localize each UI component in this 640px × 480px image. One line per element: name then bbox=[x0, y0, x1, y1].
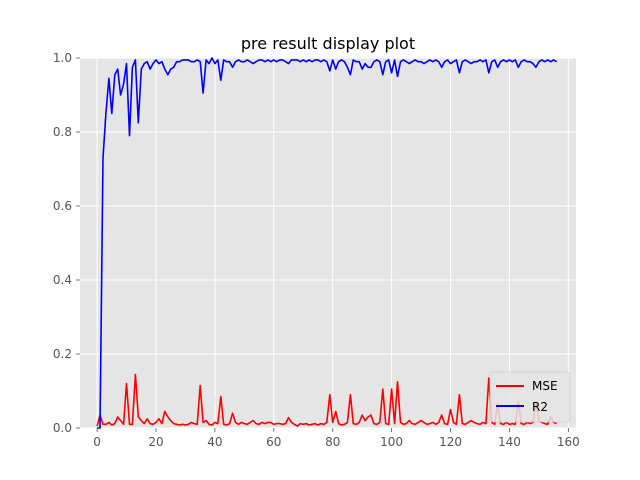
legend: MSE R2 bbox=[489, 371, 571, 423]
series-line-mse bbox=[96, 373, 557, 427]
x-tick-label: 160 bbox=[557, 435, 580, 449]
plot-area bbox=[80, 58, 576, 428]
y-axis-ticks: 0.0 0.2 0.4 0.6 0.8 1.0 bbox=[53, 51, 80, 435]
y-tick-label: 0.8 bbox=[53, 125, 72, 139]
x-tick-label: 100 bbox=[380, 435, 403, 449]
series-layer bbox=[96, 57, 558, 429]
x-tick-label: 20 bbox=[148, 435, 163, 449]
x-axis-ticks: 0 20 40 60 80 100 120 140 160 bbox=[93, 428, 580, 449]
legend-label-r2: R2 bbox=[532, 400, 548, 414]
y-tick-label: 1.0 bbox=[53, 51, 72, 65]
x-tick-label: 80 bbox=[325, 435, 340, 449]
y-tick-label: 0.6 bbox=[53, 199, 72, 213]
x-tick-label: 60 bbox=[266, 435, 281, 449]
grid-lines bbox=[80, 57, 576, 429]
series-line-r2 bbox=[97, 57, 558, 429]
x-tick-label: 120 bbox=[439, 435, 462, 449]
x-tick-label: 140 bbox=[498, 435, 521, 449]
chart-title: pre result display plot bbox=[241, 34, 415, 53]
x-tick-label: 0 bbox=[93, 435, 101, 449]
legend-box bbox=[489, 371, 571, 423]
y-tick-label: 0.4 bbox=[53, 273, 72, 287]
x-tick-label: 40 bbox=[207, 435, 222, 449]
legend-label-mse: MSE bbox=[532, 379, 558, 393]
y-tick-label: 0.2 bbox=[53, 347, 72, 361]
y-tick-label: 0.0 bbox=[53, 421, 72, 435]
